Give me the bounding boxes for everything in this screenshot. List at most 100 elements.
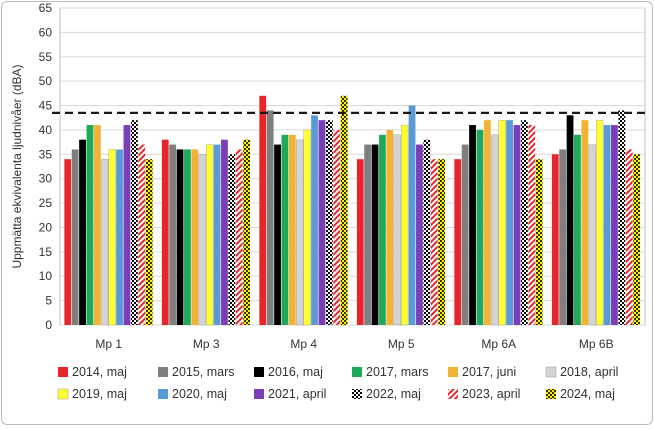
legend-swatch bbox=[158, 367, 168, 377]
bar bbox=[364, 144, 372, 325]
bar bbox=[288, 134, 296, 325]
legend-label: 2014, maj bbox=[72, 365, 127, 379]
y-tick-label: 35 bbox=[39, 147, 53, 161]
bar bbox=[603, 125, 611, 326]
bar bbox=[184, 149, 191, 325]
bar bbox=[235, 149, 243, 325]
legend-label: 2024, maj bbox=[560, 387, 615, 401]
x-tick-label: Mp 6B bbox=[579, 337, 614, 351]
bar bbox=[506, 120, 513, 326]
legend-label: 2022, maj bbox=[366, 387, 421, 401]
x-tick-label: Mp 5 bbox=[388, 337, 415, 351]
bar bbox=[108, 149, 116, 326]
y-tick-label: 40 bbox=[39, 123, 53, 137]
legend-label: 2017, juni bbox=[462, 365, 516, 379]
bar bbox=[393, 134, 401, 326]
legend-label: 2016, maj bbox=[268, 365, 323, 379]
legend-swatch bbox=[352, 367, 362, 377]
bar bbox=[574, 134, 581, 325]
bar bbox=[145, 159, 153, 325]
bar bbox=[551, 154, 559, 325]
bar bbox=[566, 115, 574, 326]
bar bbox=[633, 154, 641, 325]
legend-swatch bbox=[448, 389, 458, 399]
bar bbox=[93, 125, 101, 326]
bar bbox=[325, 120, 333, 326]
bar bbox=[169, 144, 177, 325]
legend-swatch bbox=[254, 389, 264, 399]
bar bbox=[123, 125, 131, 326]
bar bbox=[71, 149, 79, 325]
x-tick-label: Mp 1 bbox=[95, 337, 122, 351]
bar bbox=[581, 120, 589, 326]
bar bbox=[498, 119, 506, 326]
bar bbox=[176, 149, 184, 325]
legend-swatch bbox=[57, 388, 69, 400]
legend-label: 2018, april bbox=[560, 365, 618, 379]
y-tick-label: 55 bbox=[39, 50, 53, 64]
bar bbox=[333, 129, 341, 325]
x-tick-label: Mp 3 bbox=[193, 337, 220, 351]
legend-swatch bbox=[545, 366, 557, 378]
legend-label: 2021, april bbox=[268, 387, 326, 401]
bar bbox=[101, 158, 109, 326]
bar bbox=[416, 144, 423, 325]
legend-label: 2015, mars bbox=[172, 365, 235, 379]
bar bbox=[79, 139, 86, 325]
bar bbox=[618, 110, 626, 326]
bar bbox=[228, 154, 236, 325]
y-tick-label: 25 bbox=[39, 196, 53, 210]
bar bbox=[311, 115, 318, 326]
x-tick-label: Mp 4 bbox=[290, 337, 317, 351]
bar bbox=[423, 139, 431, 325]
bar bbox=[116, 149, 123, 325]
bar bbox=[596, 119, 604, 326]
bar bbox=[340, 95, 348, 326]
legend-label: 2019, maj bbox=[72, 387, 127, 401]
legend-swatch bbox=[448, 367, 458, 377]
bar bbox=[266, 110, 274, 326]
y-tick-label: 65 bbox=[39, 2, 53, 15]
y-tick-label: 50 bbox=[39, 74, 53, 88]
bar bbox=[559, 149, 567, 325]
legend-swatch bbox=[158, 389, 168, 399]
bar bbox=[191, 149, 199, 325]
legend-swatch bbox=[546, 389, 556, 399]
bar bbox=[483, 120, 491, 326]
bar bbox=[318, 120, 326, 326]
bar bbox=[356, 159, 364, 325]
bar bbox=[371, 144, 379, 325]
bar bbox=[611, 125, 618, 326]
legend-label: 2023, april bbox=[462, 387, 520, 401]
bar bbox=[588, 144, 596, 326]
bar bbox=[491, 134, 499, 326]
bar bbox=[430, 159, 438, 325]
bar bbox=[198, 154, 206, 326]
y-tick-label: 5 bbox=[45, 294, 52, 308]
bar bbox=[528, 125, 536, 326]
y-axis-label: Uppmätta ekvivalenta ljudnivåer (dBA) bbox=[10, 64, 24, 268]
bar bbox=[206, 144, 214, 326]
y-tick-label: 10 bbox=[39, 269, 53, 283]
y-tick-label: 60 bbox=[39, 25, 53, 39]
y-tick-label: 45 bbox=[39, 99, 53, 113]
bar bbox=[386, 129, 394, 325]
bar bbox=[138, 144, 146, 325]
bar bbox=[408, 105, 416, 326]
bar bbox=[535, 159, 543, 325]
y-tick-label: 15 bbox=[39, 245, 53, 259]
bar bbox=[438, 159, 446, 325]
bar bbox=[461, 144, 469, 325]
y-tick-label: 0 bbox=[45, 318, 52, 332]
bar bbox=[161, 139, 169, 325]
legend-swatch bbox=[58, 367, 68, 377]
bar bbox=[213, 144, 221, 325]
bar bbox=[281, 134, 289, 325]
legend-label: 2020, maj bbox=[172, 387, 227, 401]
bar bbox=[274, 144, 281, 325]
bar bbox=[520, 120, 528, 326]
legend-swatch bbox=[352, 389, 362, 399]
bar bbox=[303, 129, 311, 326]
bar bbox=[379, 134, 386, 325]
